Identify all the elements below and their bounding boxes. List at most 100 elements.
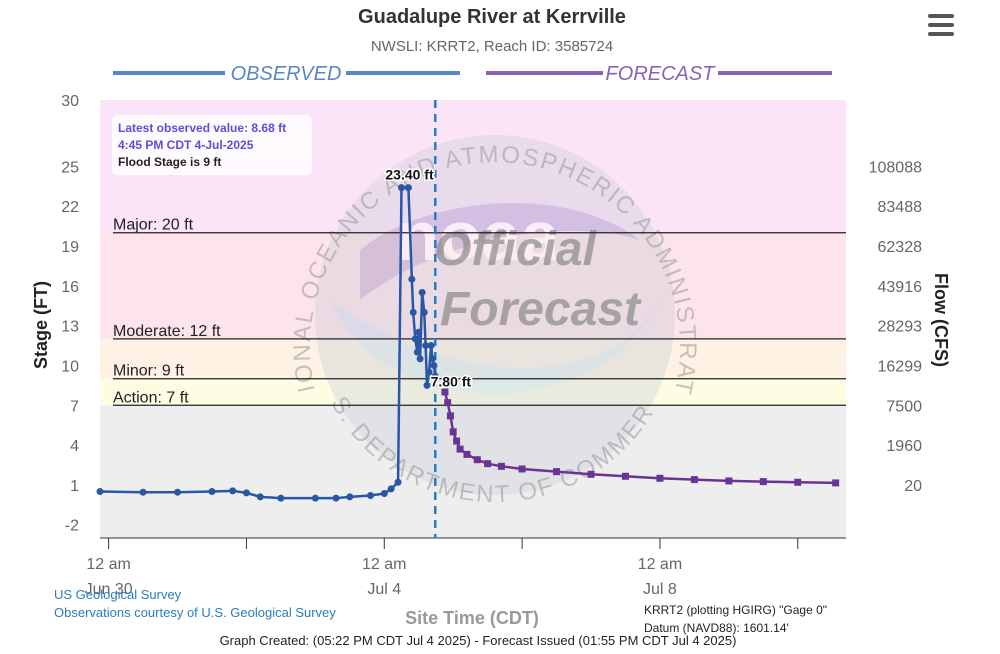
observed-point [174, 488, 182, 496]
flood-threshold-lines: Major: 20 ft Moderate: 12 ft Minor: 9 ft Ac… [113, 217, 846, 406]
forecast-point [444, 399, 452, 407]
data-label: 7.80 ft [431, 374, 472, 390]
chart-subtitle: NWSLI: KRRT2, Reach ID: 3585724 [371, 38, 613, 55]
forecast-point [453, 437, 461, 445]
minor-band [100, 338, 846, 379]
y-tick-label: 30 [61, 93, 79, 110]
series-layer [96, 184, 840, 502]
y-tick-label: 1 [70, 478, 79, 495]
forecast-point [656, 474, 664, 482]
y-tick-label: 7 [70, 398, 79, 415]
forecast-point [441, 388, 449, 396]
observed-point [409, 308, 417, 316]
observed-point [256, 493, 264, 501]
hamburger-menu-button[interactable] [926, 14, 956, 40]
noaa-bird-shape [360, 202, 640, 300]
forecast-point [794, 478, 802, 486]
forecast-point [518, 465, 526, 473]
forecast-point [621, 472, 629, 480]
y-tick-label: 25 [61, 159, 79, 176]
watermark-official: Official [434, 223, 598, 276]
observed-point [311, 494, 319, 502]
y-tick-label: 22 [61, 199, 79, 216]
forecast-point [690, 476, 698, 484]
major-threshold-label: Major: 20 ft [113, 217, 194, 234]
gage-info: KRRT2 (plotting HGIRG) "Gage 0" [644, 603, 827, 617]
observed-point [429, 355, 437, 363]
noaa-logo-text: noaa [396, 197, 560, 275]
forecast-point [449, 428, 457, 436]
x-tick-label: 12 am [638, 556, 682, 573]
observed-point [387, 485, 395, 493]
observed-point [427, 342, 435, 350]
forecast-point [587, 470, 595, 478]
observed-point [418, 288, 426, 296]
annotations: 23.40 ft 7.80 ft [384, 165, 473, 391]
observed-point [139, 488, 147, 496]
forecast-point [759, 478, 767, 486]
y-tick-label: -2 [65, 518, 79, 535]
flood-stage-note: Flood Stage is 9 ft [118, 155, 221, 169]
observed-label: OBSERVED [231, 63, 342, 85]
usgs-link[interactable]: US Geological Survey [54, 587, 182, 602]
forecast-point [446, 412, 454, 420]
forecast-label: FORECAST [606, 63, 717, 85]
observed-point [430, 361, 438, 369]
x-tick-label: 12 am [86, 556, 130, 573]
y2-tick-label: 28293 [878, 319, 923, 336]
y-tick-label: 16 [61, 279, 79, 296]
forecast-point [553, 468, 561, 476]
y2-tick-label: 108088 [869, 159, 922, 176]
minor-threshold-label: Minor: 9 ft [113, 363, 185, 380]
forecast-banner: FORECAST [486, 63, 832, 85]
observed-point [96, 488, 104, 496]
observed-point [425, 368, 433, 376]
action-threshold-label: Action: 7 ft [113, 389, 189, 406]
y2-tick-label: 16299 [878, 358, 923, 375]
y2-tick-label: 83488 [878, 199, 923, 216]
observed-point [431, 372, 439, 380]
observed-point [277, 494, 285, 502]
observed-point [423, 381, 431, 389]
x-tick-date: Jul 4 [367, 581, 401, 598]
x-tick-label: 12 am [362, 556, 406, 573]
y-tick-label: 10 [61, 358, 79, 375]
observed-point [229, 487, 237, 495]
usgs-courtesy-link[interactable]: Observations courtesy of U.S. Geological… [54, 605, 336, 620]
x-tick-date: Jun 30 [85, 581, 133, 598]
y2-tick-label: 43916 [878, 279, 923, 296]
x-axis-title: Site Time (CDT) [405, 608, 539, 628]
axes: -2 1 4 7 10 13 16 19 22 25 30 20 1960 7500 16299 28293 4… [61, 93, 922, 598]
observed-point [413, 348, 421, 356]
observed-point [242, 489, 250, 497]
data-label: 23.40 ft [385, 167, 434, 183]
y-tick-label: 19 [61, 239, 79, 256]
noaa-wave-shape [330, 300, 660, 394]
latest-observed-value: Latest observed value: 8.68 ft [118, 121, 286, 135]
forecast-point [832, 479, 840, 487]
y-axis-title: Stage (FT) [31, 281, 51, 369]
x-tick-date: Jul 8 [643, 581, 677, 598]
forecast-point [473, 456, 481, 464]
y2-tick-label: 62328 [878, 239, 923, 256]
latest-value-box: Latest observed value: 8.68 ft 4:45 PM C… [112, 115, 312, 175]
observed-point [422, 342, 430, 350]
observed-point [394, 478, 402, 486]
observed-point [415, 328, 423, 336]
chart-title: Guadalupe River at Kerrville [358, 6, 626, 28]
latest-observed-time: 4:45 PM CDT 4-Jul-2025 [118, 138, 254, 152]
y-tick-label: 13 [61, 319, 79, 336]
action-band [100, 378, 846, 406]
observed-point [404, 184, 412, 192]
observed-point [366, 492, 374, 500]
observed-point [208, 488, 216, 496]
forecast-point [456, 445, 464, 453]
observed-point [408, 275, 416, 283]
watermark-forecast: Forecast [440, 283, 642, 336]
y2-axis-title: Flow (CFS) [931, 273, 951, 367]
normal-band [100, 405, 846, 538]
observed-point [380, 490, 388, 498]
y2-tick-label: 20 [904, 478, 922, 495]
observed-point [346, 493, 354, 501]
